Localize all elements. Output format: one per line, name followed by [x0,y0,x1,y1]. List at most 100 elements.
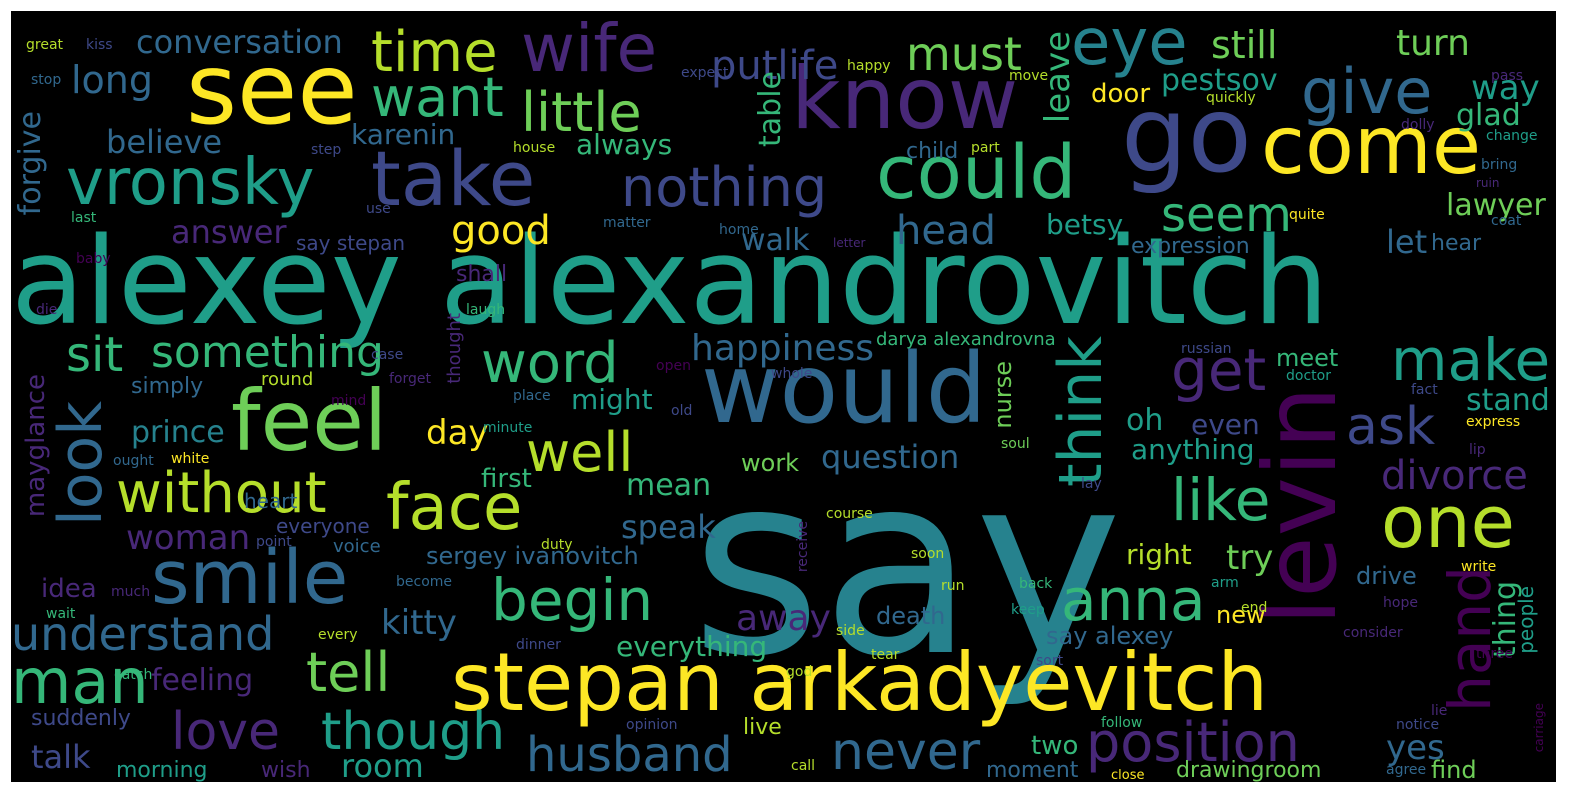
word-tear: tear [871,647,900,663]
word-mayglance: mayglance [21,374,51,518]
word-even: even [1191,408,1260,441]
word-see: see [186,33,358,147]
word-move: move [1009,68,1049,84]
word-stand: stand [1466,383,1550,418]
word-way: way [1471,68,1540,108]
word-course: course [826,506,873,522]
word-lay: lay [1081,476,1102,492]
word-yes: yes [1386,728,1445,768]
word-meet: meet [1276,344,1339,372]
word-pass: pass [1491,68,1524,84]
word-quickly: quickly [1206,90,1256,106]
word-baby: baby [76,251,111,267]
word-become: become [396,574,453,590]
word-seem: seem [1161,187,1292,243]
word-make: make [1391,326,1551,394]
word-word: word [481,331,619,396]
word-end: end [1241,600,1268,616]
word-glad: glad [1456,98,1521,133]
word-write: write [1461,559,1497,575]
word-keep: keep [1011,602,1045,618]
word-darya-alexandrovna: darya alexandrovna [876,329,1056,350]
word-morning: morning [116,758,208,782]
word-shall: shall [456,262,508,287]
word-though: though [321,702,506,762]
word-expect: expect [681,65,729,81]
word-fact: fact [1411,382,1438,398]
word-duty: duty [541,537,573,553]
word-drive: drive [1356,562,1417,590]
word-feeling: feeling [151,663,254,698]
word-try: try [1226,538,1274,578]
word-people: people [1514,586,1538,654]
word-expression: expression [1131,234,1250,259]
word-part: part [971,140,1000,156]
word-call: call [791,758,816,774]
word-turn: turn [1396,23,1470,64]
word-believe: believe [106,123,223,161]
word-open: open [656,358,691,374]
word-work: work [741,449,800,477]
word-kitty: kitty [381,603,457,643]
word-like: like [1171,466,1271,534]
word-lip: lip [1469,442,1486,458]
word-say: say [691,420,1123,711]
word-old: old [671,403,693,419]
word-wish: wish [261,758,311,782]
word-vronsky: vronsky [66,146,315,220]
word-white: white [171,451,210,467]
word-point: point [256,534,292,550]
word-dinner: dinner [516,637,561,653]
word-letter: letter [833,236,866,250]
word-bring: bring [1481,157,1518,173]
word-whole: whole [771,366,813,382]
word-three: three [1476,646,1514,662]
word-back: back [1019,576,1053,592]
word-step: step [311,142,342,158]
word-man: man [11,645,149,718]
word-idea: idea [41,574,97,604]
word-alexey-alexandrovitch: alexey alexandrovitch [11,213,1329,352]
word-everyone: everyone [276,514,370,538]
word-place: place [513,388,551,404]
word-understand: understand [11,607,275,661]
word-good: good [451,208,551,254]
word-catch: catch [114,667,153,683]
word-away: away [736,598,831,639]
word-soon: soon [911,546,945,562]
word-think: think [1046,336,1116,487]
word-mean: mean [626,468,712,503]
word-last: last [71,210,97,226]
word-table: table [753,71,788,147]
word-close: close [1111,768,1145,782]
word-use: use [366,201,391,217]
word-betsy: betsy [1046,208,1124,241]
word-drawingroom: drawingroom [1176,758,1322,782]
word-hope: hope [1383,595,1418,611]
word-wife: wife [521,11,658,87]
word-laugh: laugh [466,302,506,318]
word-nothing: nothing [621,156,828,219]
word-well: well [526,421,634,484]
word-head: head [896,208,996,254]
word-side: side [836,623,865,639]
word-day: day [426,413,489,453]
word-little: little [521,81,642,144]
word-round: round [261,369,314,390]
word-right: right [1126,538,1192,571]
word-come: come [1261,99,1482,192]
word-always: always [576,128,673,161]
word-sergey-ivanovitch: sergey ivanovitch [426,542,639,570]
word-want: want [371,66,504,129]
word-house: house [513,140,556,156]
word-matter: matter [603,215,651,231]
word-one: one [1381,480,1515,564]
word-minute: minute [483,420,533,436]
word-change: change [1486,128,1538,144]
word-divorce: divorce [1381,453,1528,499]
word-say-stepan: say stepan [296,231,406,255]
word-ruin: ruin [1476,176,1500,190]
word-say-alexey: say alexey [1046,622,1174,650]
word-prince: prince [131,415,225,450]
word-ask: ask [1346,397,1436,457]
